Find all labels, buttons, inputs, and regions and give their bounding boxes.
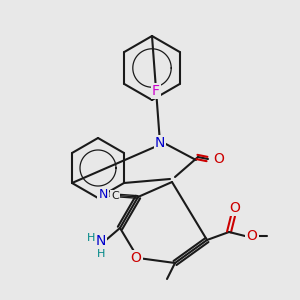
Text: O: O [214, 152, 224, 166]
Text: O: O [247, 229, 257, 243]
Text: N: N [98, 188, 108, 202]
Text: H: H [87, 233, 95, 243]
Text: O: O [130, 251, 141, 265]
Text: C: C [111, 191, 119, 201]
Text: F: F [152, 84, 160, 98]
Text: N: N [155, 136, 165, 150]
Text: N: N [96, 234, 106, 248]
Text: H: H [97, 249, 105, 259]
Text: O: O [230, 201, 240, 215]
